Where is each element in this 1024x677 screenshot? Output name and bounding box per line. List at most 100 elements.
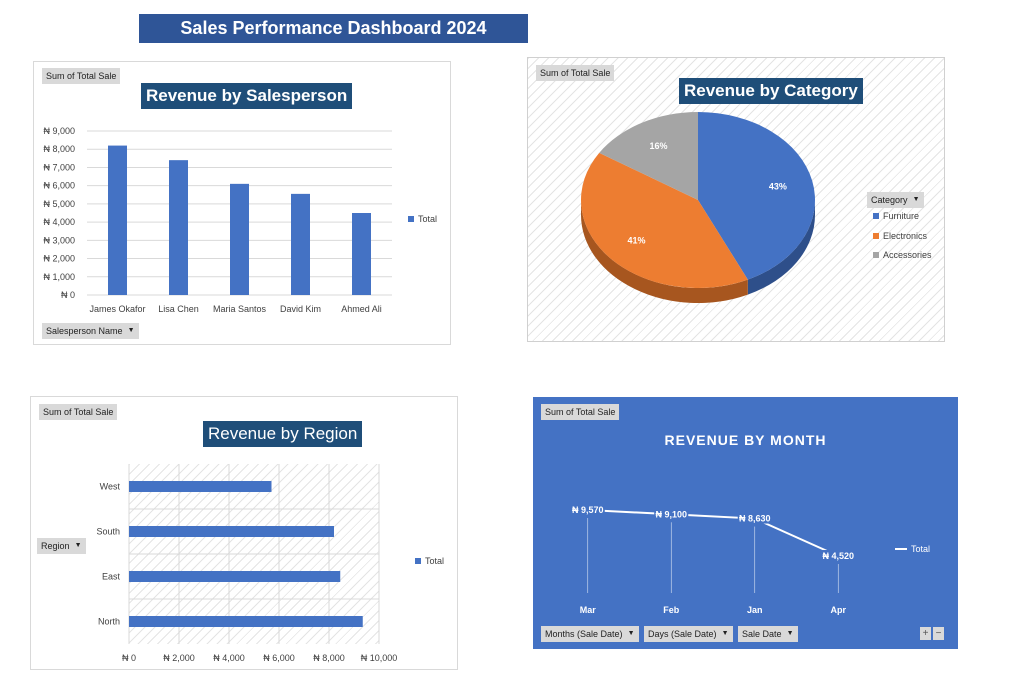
sum-total-sale-field-button[interactable]: Sum of Total Sale	[541, 404, 620, 420]
days-sale-date-filter-button[interactable]: Days (Sale Date) ▼	[644, 626, 733, 642]
pie-slice-side	[747, 200, 815, 295]
bar	[291, 193, 310, 295]
bar	[129, 481, 272, 492]
bar	[352, 213, 371, 295]
x-tick-label: ₦ 0	[122, 653, 136, 663]
data-label: ₦ 8,630	[739, 514, 771, 524]
month-chart-title: REVENUE BY MONTH	[664, 432, 827, 448]
y-tick-label: East	[102, 572, 121, 582]
chevron-down-icon: ▼	[127, 327, 135, 334]
y-tick-label: ₦ 7,000	[43, 162, 75, 172]
x-tick-label: Maria Santos	[213, 304, 267, 314]
salesperson-bar-chart: ₦ 0 ₦ 1,000 ₦ 2,000 ₦ 3,000 ₦ 4,000 ₦ 5,000 ₦ …	[43, 126, 392, 314]
data-label: ₦ 4,520	[822, 551, 854, 561]
y-tick-label: South	[96, 527, 120, 537]
legend-label: Electronics	[883, 231, 928, 241]
bar	[129, 571, 341, 582]
legend-label: Total	[911, 544, 931, 554]
x-tick-label: Lisa Chen	[158, 304, 199, 314]
legend-label: Total	[418, 214, 438, 224]
days-filter-label: Days (Sale Date)	[648, 629, 717, 639]
chevron-down-icon: ▼	[912, 196, 920, 203]
sum-total-sale-field-button[interactable]: Sum of Total Sale	[536, 65, 615, 81]
legend-item-furniture: Furniture	[873, 211, 919, 221]
pie-slice	[599, 112, 698, 200]
salesperson-chart-title: Revenue by Salesperson	[141, 83, 353, 109]
region-filter-button[interactable]: Region ▼	[37, 538, 86, 554]
sale-date-filter-button[interactable]: Sale Date ▼	[738, 626, 798, 642]
chevron-down-icon: ▼	[721, 630, 729, 637]
region-chart-panel[interactable]: Sum of Total Sale Revenue by Region ₦ 0 ₦…	[30, 396, 458, 670]
y-tick-label: ₦ 3,000	[43, 235, 75, 245]
x-tick-label: Apr	[831, 605, 847, 615]
chevron-down-icon: ▼	[74, 542, 82, 549]
month-chart-panel[interactable]: Sum of Total Sale REVENUE BY MONTH Mar Fe…	[533, 397, 958, 649]
y-tick-label: ₦ 5,000	[43, 199, 75, 209]
legend-swatch	[415, 558, 421, 564]
sale-date-filter-label: Sale Date	[742, 629, 782, 639]
legend-item-electronics: Electronics	[873, 231, 927, 241]
legend-swatch	[408, 216, 414, 222]
chevron-down-icon: ▼	[627, 630, 635, 637]
x-tick-label: Jan	[747, 605, 763, 615]
data-label-bg	[654, 508, 689, 520]
y-tick-label: North	[98, 617, 120, 627]
salesperson-chart-panel[interactable]: Sum of Total Sale Revenue by Salesperson…	[33, 61, 451, 345]
sum-total-sale-field-button[interactable]: Sum of Total Sale	[42, 68, 121, 84]
y-tick-label: ₦ 4,000	[43, 217, 75, 227]
x-tick-label: Feb	[663, 605, 680, 615]
series-line	[587, 509, 839, 557]
data-label: ₦ 9,100	[655, 509, 687, 519]
category-pie-chart: 43% 41% 16%	[581, 112, 815, 303]
y-tick-label: ₦ 6,000	[43, 181, 75, 191]
legend-item-accessories: Accessories	[873, 250, 932, 260]
x-tick-label: Ahmed Ali	[341, 304, 382, 314]
region-chart-title: Revenue by Region	[203, 421, 363, 447]
pie-data-label: 41%	[628, 236, 646, 246]
pie-data-label: 43%	[769, 182, 787, 192]
x-tick-label: ₦ 8,000	[313, 653, 345, 663]
region-bar-chart: ₦ 0 ₦ 2,000 ₦ 4,000 ₦ 6,000 ₦ 8,000 ₦ 10,000 W…	[96, 464, 397, 663]
x-tick-label: James Okafor	[89, 304, 145, 314]
data-label-bg	[737, 512, 772, 524]
sum-total-sale-field-button[interactable]: Sum of Total Sale	[39, 404, 118, 420]
x-tick-label: ₦ 4,000	[213, 653, 245, 663]
bar	[108, 145, 127, 295]
x-tick-label: ₦ 6,000	[263, 653, 295, 663]
salesperson-legend: Total	[408, 214, 437, 224]
legend-swatch	[873, 213, 879, 219]
months-sale-date-filter-button[interactable]: Months (Sale Date) ▼	[541, 626, 639, 642]
bar	[230, 183, 249, 295]
legend-label: Furniture	[883, 211, 920, 221]
legend-label: Total	[425, 556, 445, 566]
months-filter-label: Months (Sale Date)	[545, 629, 623, 639]
category-chart-title: Revenue by Category	[679, 78, 863, 104]
dashboard-title: Sales Performance Dashboard 2024	[139, 14, 528, 43]
region-legend: Total	[415, 556, 444, 566]
region-filter-label: Region	[41, 541, 70, 551]
data-label-bg	[821, 550, 856, 561]
pie-data-label: 16%	[650, 141, 668, 151]
month-line-chart: Mar Feb Jan Apr ₦ 9,570 ₦ 9,100 ₦ 8,630 ₦ 4,520	[570, 504, 856, 615]
legend-label: Accessories	[883, 250, 932, 260]
pie-slice-side	[581, 200, 748, 303]
category-filter-button[interactable]: Category ▼	[867, 192, 924, 208]
x-tick-label: Mar	[580, 605, 597, 615]
bar	[129, 616, 363, 627]
y-tick-label: West	[100, 482, 121, 492]
collapse-field-button[interactable]: −	[933, 627, 944, 640]
expand-field-button[interactable]: +	[920, 627, 931, 640]
salesperson-name-filter-button[interactable]: Salesperson Name ▼	[42, 323, 139, 339]
month-legend: Total	[895, 544, 930, 554]
data-label-bg	[570, 504, 605, 515]
bar	[129, 526, 334, 537]
y-tick-label: ₦ 1,000	[43, 272, 75, 282]
x-tick-label: ₦ 2,000	[163, 653, 195, 663]
legend-line-swatch	[895, 548, 907, 550]
chevron-down-icon: ▼	[786, 630, 794, 637]
x-tick-label: David Kim	[280, 304, 321, 314]
bar	[169, 160, 188, 295]
pie-slice	[581, 152, 748, 288]
category-chart-panel[interactable]: Sum of Total Sale Revenue by Category 43…	[527, 57, 945, 342]
legend-swatch	[873, 252, 879, 258]
